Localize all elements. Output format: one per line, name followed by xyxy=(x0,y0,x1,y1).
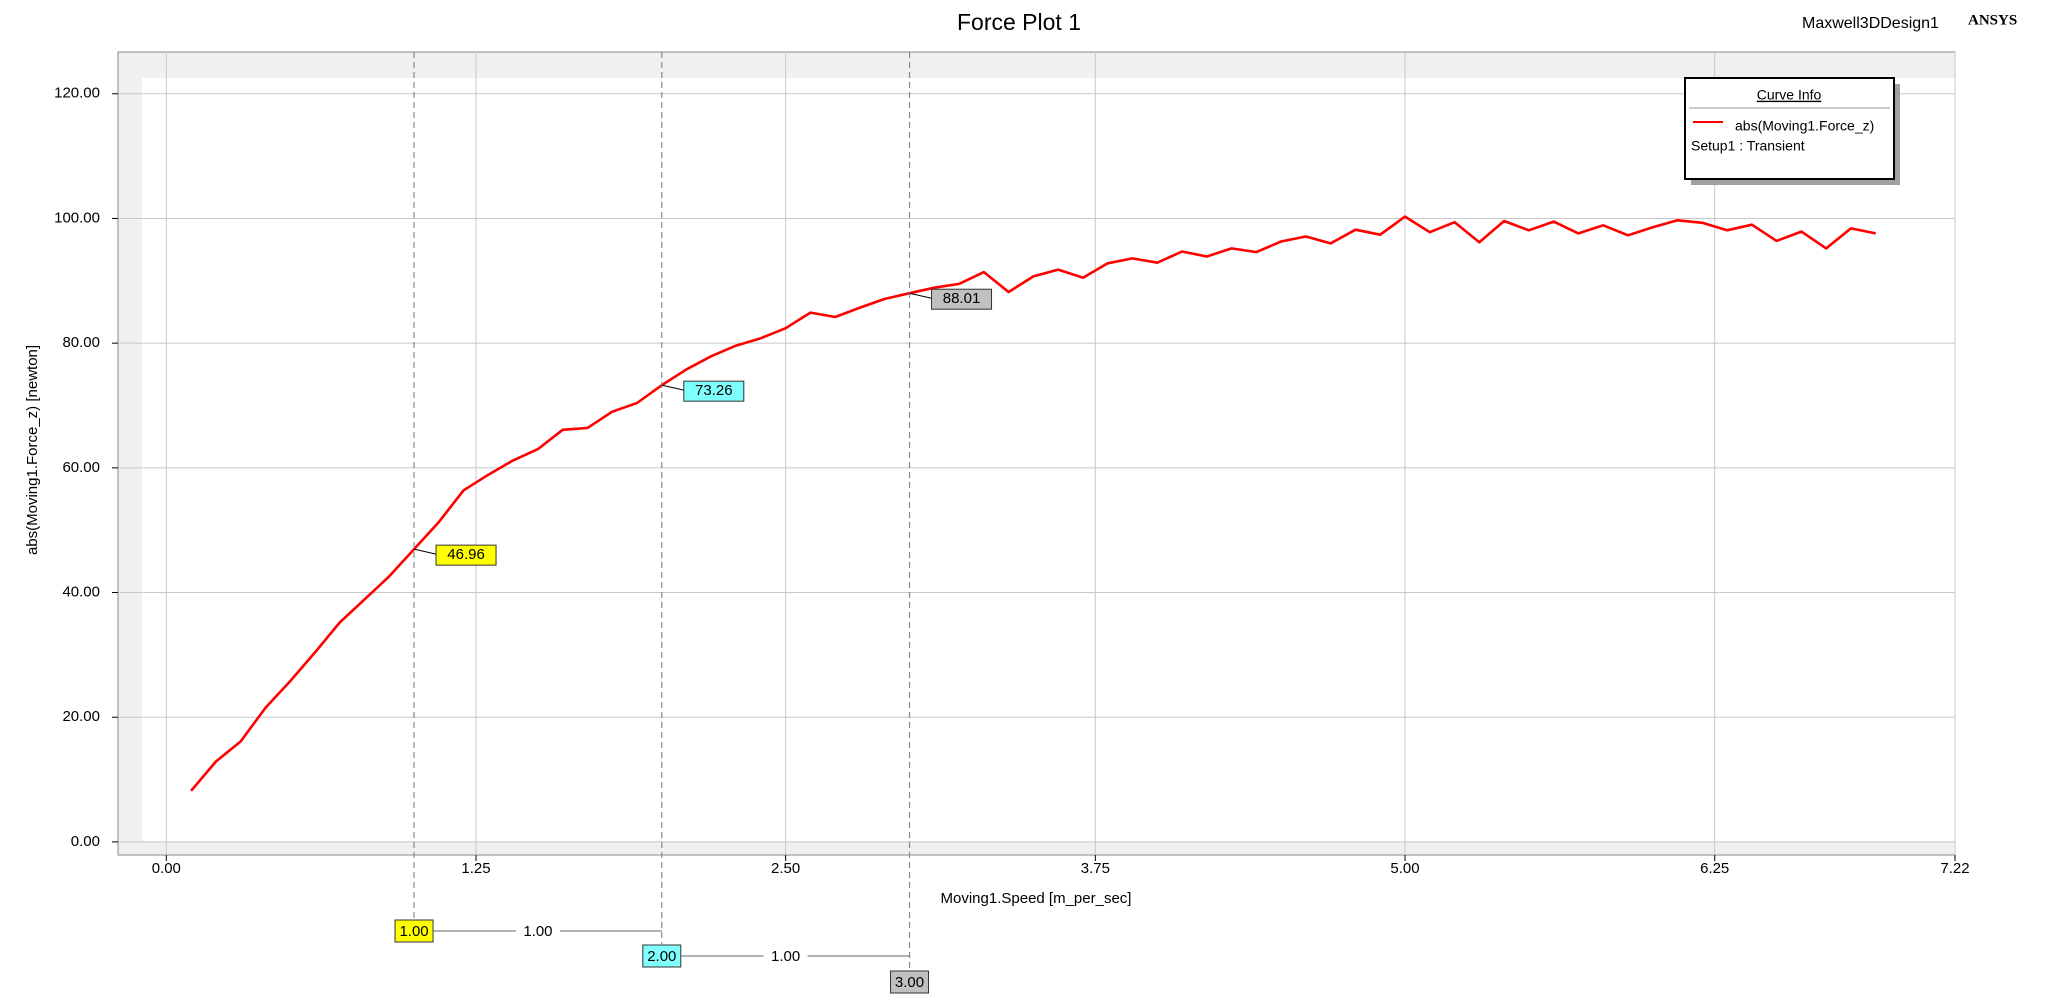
x-axis-label: Moving1.Speed [m_per_sec] xyxy=(941,890,1132,907)
x-tick-label: 0.00 xyxy=(152,860,181,877)
marker-x-box xyxy=(890,970,930,994)
marker-leader xyxy=(413,548,437,555)
delta-label: 1.00 xyxy=(523,923,552,940)
marker-leader xyxy=(909,292,932,299)
legend-box xyxy=(1684,77,1895,180)
marker-value-label: 88.01 xyxy=(943,290,981,307)
y-tick-label: 40.00 xyxy=(62,583,100,600)
marker-x-label: 1.00 xyxy=(399,923,428,940)
legend-setup: Setup1 : Transient xyxy=(1691,138,1805,154)
legend-entry: abs(Moving1.Force_z) xyxy=(1735,118,1874,134)
marker-x-label: 2.00 xyxy=(647,948,676,965)
marker-value-box xyxy=(435,544,497,566)
x-tick-label: 6.25 xyxy=(1700,860,1729,877)
y-tick-label: 80.00 xyxy=(62,334,100,351)
y-tick-label: 120.00 xyxy=(54,85,100,102)
delta-label: 1.00 xyxy=(771,948,800,965)
x-tick-label: 7.22 xyxy=(1940,860,1969,877)
x-tick-label: 2.50 xyxy=(771,860,800,877)
marker-x-label: 3.00 xyxy=(895,974,924,991)
chart-title: Force Plot 1 xyxy=(957,9,1081,35)
marker-value-label: 73.26 xyxy=(695,382,733,399)
marker-value-box xyxy=(931,288,993,310)
legend-title: Curve Info xyxy=(1757,87,1822,103)
y-tick-label: 0.00 xyxy=(71,833,100,850)
marker-value-label: 46.96 xyxy=(447,546,485,563)
marker-leader xyxy=(661,384,684,391)
brand: ANSYS xyxy=(1968,12,2017,28)
x-tick-label: 1.25 xyxy=(461,860,490,877)
delta-bg xyxy=(515,922,560,940)
x-tick-label: 3.75 xyxy=(1081,860,1110,877)
y-tick-label: 100.00 xyxy=(54,209,100,226)
y-tick-label: 60.00 xyxy=(62,459,100,476)
x-tick-label: 5.00 xyxy=(1390,860,1419,877)
y-tick-label: 20.00 xyxy=(62,708,100,725)
plot-inner xyxy=(142,78,1955,841)
marker-value-box xyxy=(683,380,745,402)
y-axis-label: abs(Moving1.Force_z) [newton] xyxy=(24,345,41,555)
delta-bg xyxy=(763,947,808,965)
data-line xyxy=(190,215,1876,792)
design-name: Maxwell3DDesign1 xyxy=(1802,15,1939,32)
